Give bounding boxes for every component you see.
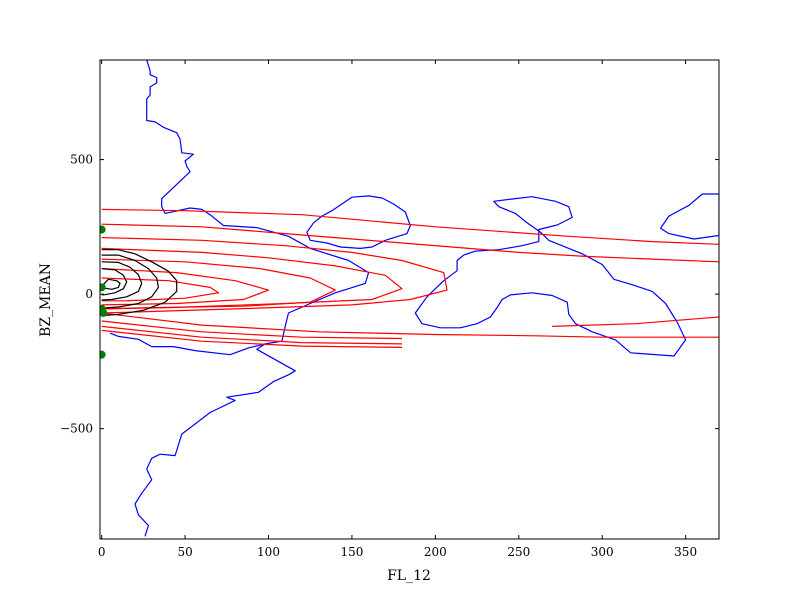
blue-contour-0 [134,60,370,537]
y-tick-label-0: 500 [70,153,93,167]
red-contour-0 [101,208,719,245]
red-contour-4 [101,258,336,310]
data-point-3 [100,308,108,317]
x-tick-label-3: 150 [340,545,363,559]
black-contour-1 [101,254,159,309]
black-contour-2 [101,261,143,301]
data-point-1 [100,283,106,292]
x-tick-label-4: 200 [424,545,447,559]
y-tick-label-2: −500 [60,422,93,436]
x-axis: 0 50 100 150 200 250 300 350 [98,60,697,559]
data-point-0 [100,225,106,234]
red-contour-5 [101,268,270,306]
data-point-4 [100,350,106,359]
x-tick-label-5: 250 [507,545,530,559]
scatter-layer [100,225,108,359]
blue-contour-2 [306,195,411,249]
x-tick-label-2: 100 [257,545,280,559]
red-contour-1 [101,223,719,263]
y-axis-label: BZ_MEAN [38,263,54,337]
blue-contour-4 [660,193,719,240]
plot-frame [99,59,720,540]
red-contour-3 [101,247,403,310]
x-axis-label: FL_12 [387,568,431,584]
red-contour-6 [101,277,220,302]
y-axis: 500 0 −500 [60,153,719,436]
x-tick-label-7: 350 [674,545,697,559]
blue-contour-1 [109,332,266,356]
red-contour-10 [101,329,403,348]
black-contour-0 [101,249,178,317]
red-contour-2 [101,237,448,314]
y-tick-label-1: 0 [85,287,93,301]
red-contour-9 [101,325,403,345]
red-contour-8 [101,320,403,340]
x-tick-label-0: 0 [98,545,106,559]
red-contour-11 [552,316,719,327]
x-tick-label-1: 50 [177,545,192,559]
x-tick-label-6: 300 [591,545,614,559]
blue-contour-3 [414,196,687,357]
black-contour-3 [101,268,128,296]
contour-layer [101,60,719,537]
red-contour-7 [101,312,719,338]
